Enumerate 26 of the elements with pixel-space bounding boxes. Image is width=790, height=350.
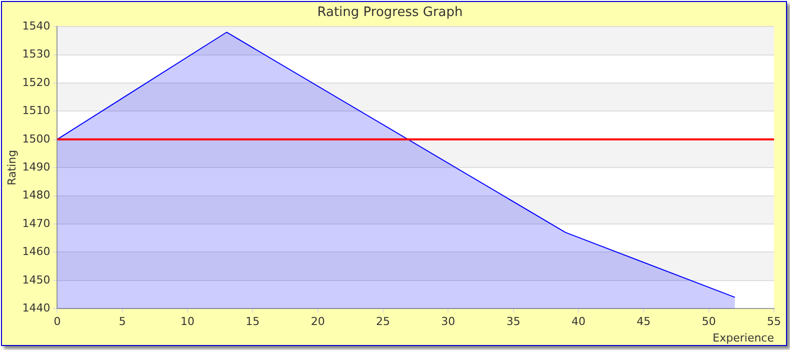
x-tick-label: 10 <box>180 315 195 328</box>
y-tick-label: 1520 <box>22 76 50 89</box>
y-tick-label: 1490 <box>22 160 50 174</box>
chart-title: Rating Progress Graph <box>317 5 463 20</box>
y-tick-label: 1450 <box>22 273 50 286</box>
y-tick-label: 1530 <box>22 48 50 61</box>
x-tick-label: 20 <box>310 315 325 328</box>
y-tick-label: 1440 <box>22 301 50 314</box>
y-tick-label: 1470 <box>22 216 50 230</box>
x-tick-label: 30 <box>441 315 456 328</box>
y-axis-title: Rating <box>5 150 18 186</box>
x-tick-label: 50 <box>702 315 716 328</box>
y-tick-label: 1540 <box>22 19 50 32</box>
y-tick-label: 1480 <box>22 188 50 202</box>
y-tick-label: 1460 <box>22 245 50 258</box>
x-tick-label: 45 <box>636 315 651 328</box>
x-tick-label: 0 <box>54 315 61 328</box>
y-tick-label: 1500 <box>22 132 50 146</box>
y-tick-label: 1510 <box>22 104 50 118</box>
x-tick-label: 15 <box>246 315 260 328</box>
x-tick-label: 5 <box>118 315 126 328</box>
x-tick-label: 25 <box>376 315 390 328</box>
x-tick-label: 35 <box>506 315 520 328</box>
x-tick-label: 55 <box>767 315 781 328</box>
x-tick-label: 40 <box>572 315 586 328</box>
x-axis-title: Experience <box>712 331 774 344</box>
